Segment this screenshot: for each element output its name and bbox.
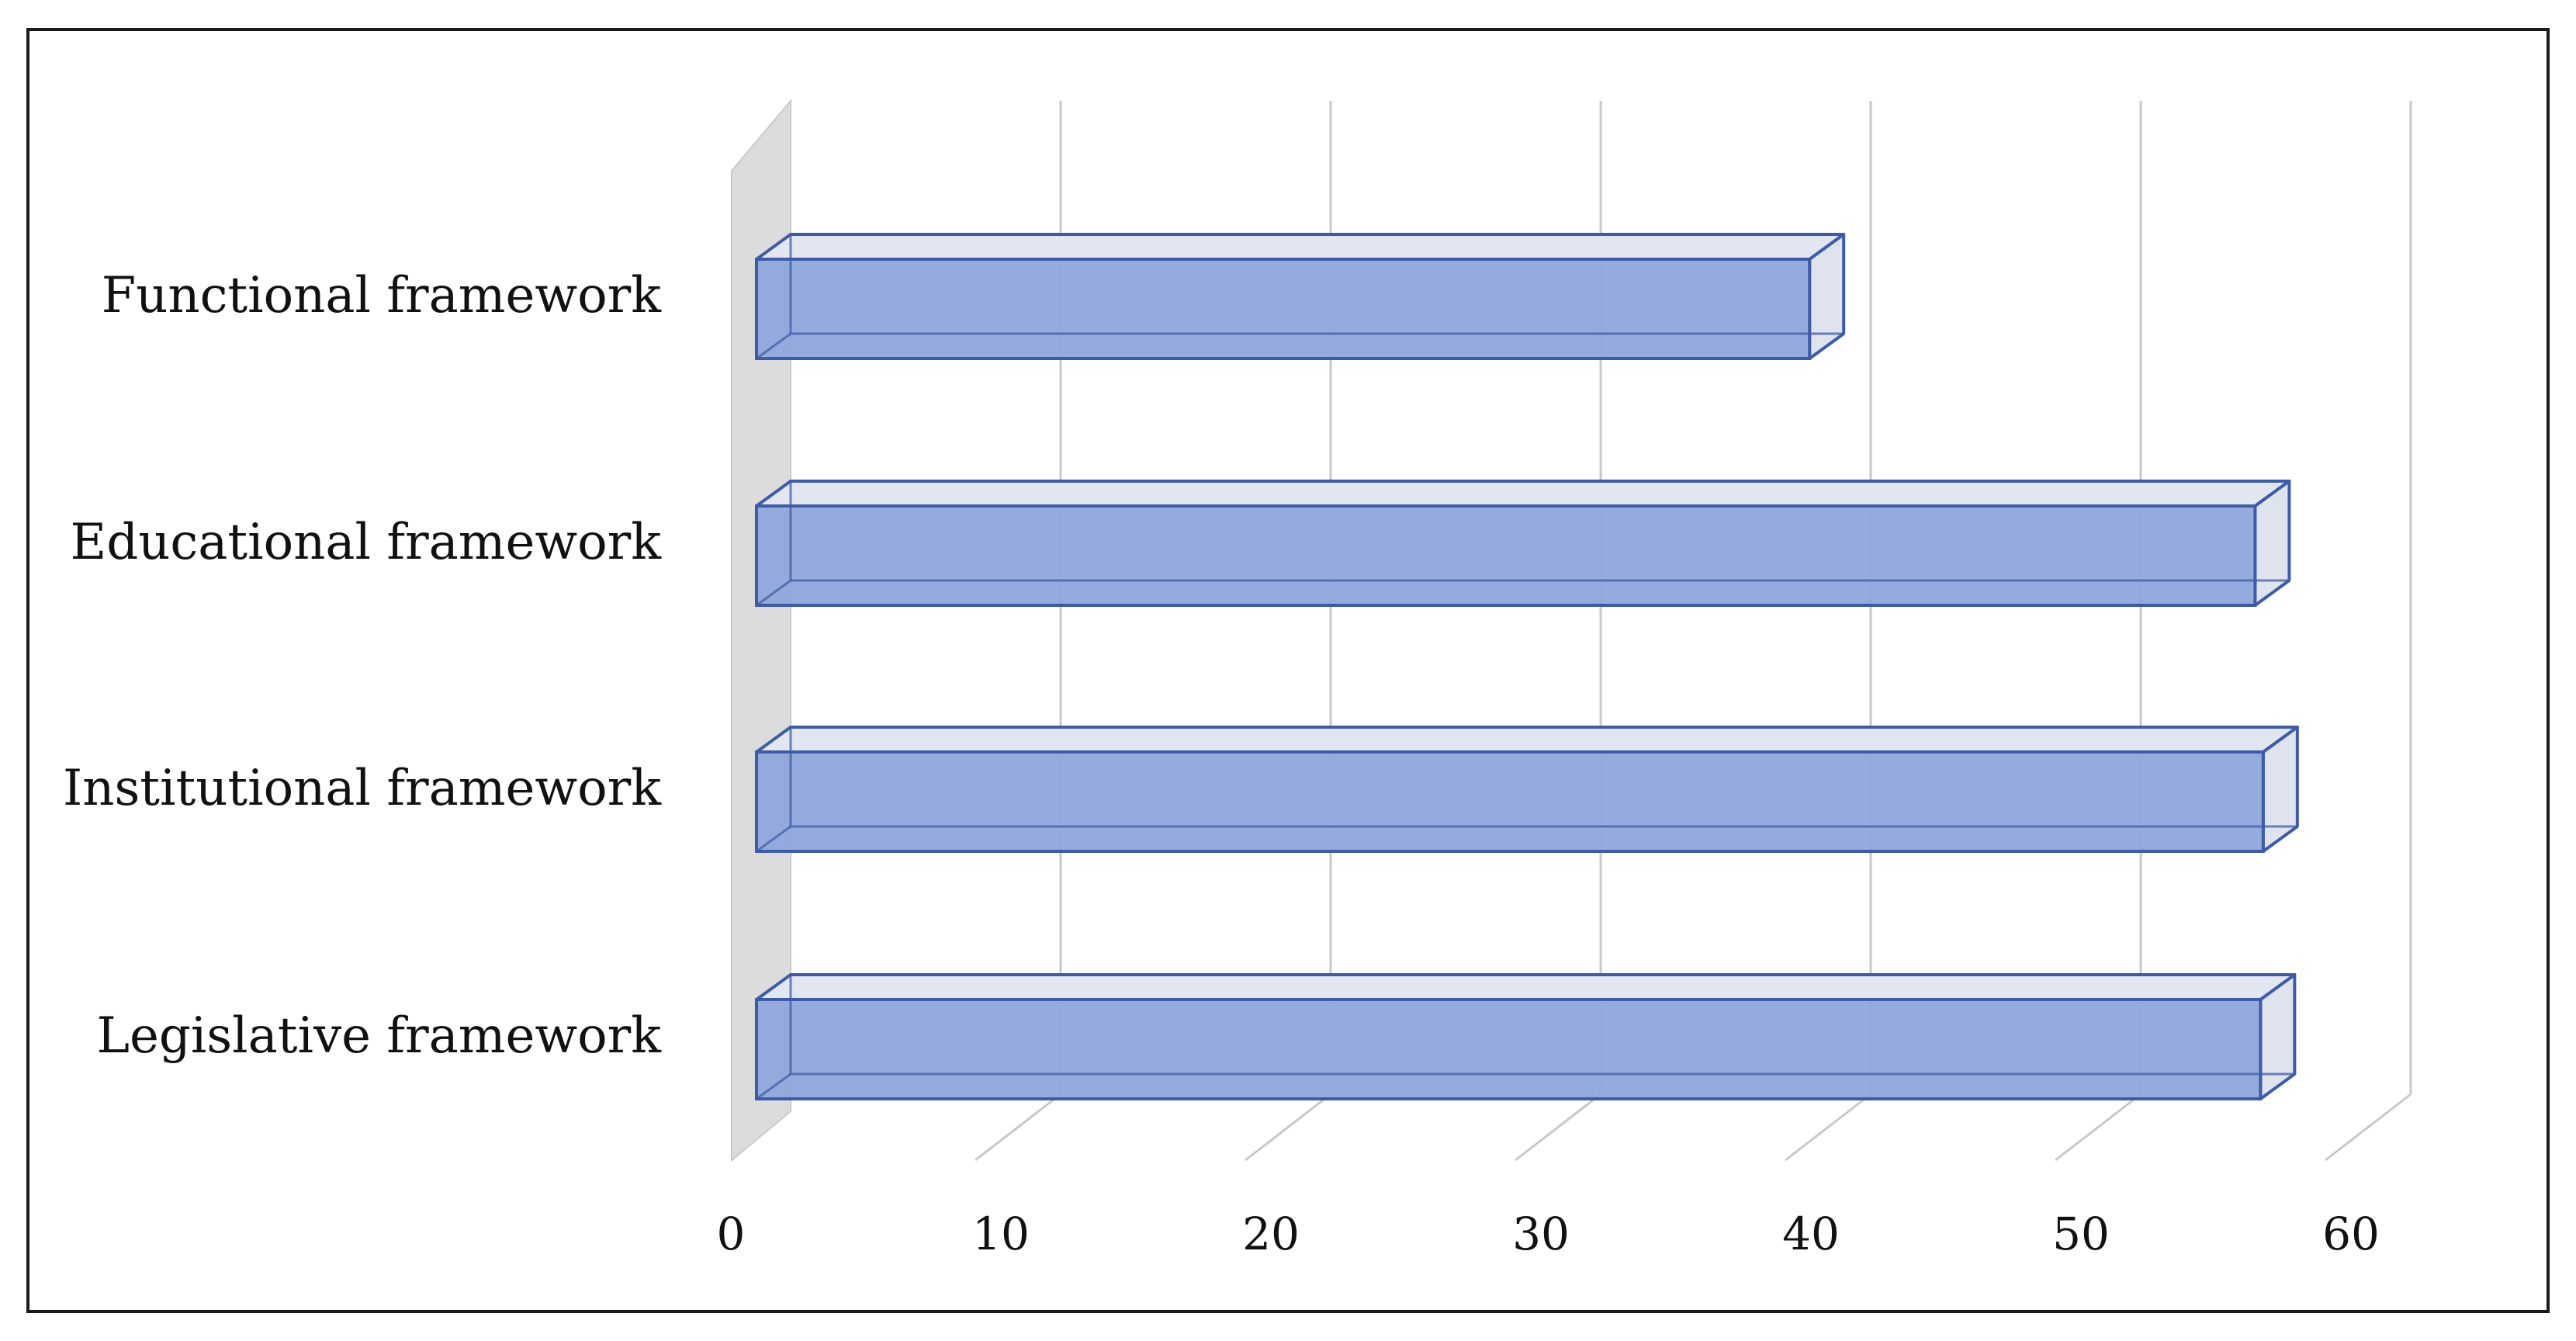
category-label: Legislative framework [96, 1007, 662, 1065]
gridline-floor [1245, 1093, 1331, 1162]
gridline-floor [1515, 1093, 1601, 1162]
x-tick-label: 0 [717, 1208, 746, 1260]
bar-depth-edge [756, 579, 791, 607]
bar-front-face [755, 504, 2257, 607]
x-tick-label: 20 [1242, 1208, 1300, 1260]
bar-depth-edge [756, 332, 791, 360]
back-wall-panel [731, 99, 791, 1163]
bar-top-face [755, 233, 1846, 261]
category-labels: Functional framework Educational framewor… [63, 267, 662, 1065]
back-wall [731, 99, 791, 1163]
x-tick-label: 10 [972, 1208, 1030, 1260]
gridline-floor [975, 1093, 1061, 1162]
bar-front-face [755, 998, 2263, 1100]
bar-top-face [755, 973, 2297, 1001]
bar-legislative-framework [755, 973, 2297, 1100]
bar-depth-edge [756, 1072, 791, 1100]
x-tick-label: 40 [1782, 1208, 1840, 1260]
gridline-floor [2055, 1093, 2141, 1162]
bar-educational-framework [755, 480, 2291, 607]
x-tick-label: 60 [2322, 1208, 2380, 1260]
bar-front-face [755, 258, 1812, 360]
bar-depth-edge [756, 825, 791, 853]
category-label: Institutional framework [63, 760, 662, 817]
bar-front-face [755, 750, 2265, 853]
bar-functional-framework [755, 233, 1846, 360]
x-tick-label: 30 [1512, 1208, 1570, 1260]
x-axis-tick-labels: 0 10 20 30 40 50 60 [717, 1208, 2380, 1260]
gridline-floor [1785, 1093, 1871, 1162]
gridline-floor [2325, 1093, 2412, 1162]
bar-institutional-framework [755, 726, 2299, 853]
x-tick-label: 50 [2052, 1208, 2110, 1260]
bar-top-face [755, 480, 2291, 508]
category-label: Functional framework [102, 267, 663, 324]
bars [755, 233, 2299, 1100]
category-label: Educational framework [71, 514, 663, 571]
chart-border [26, 28, 2550, 1313]
bar-top-face [755, 726, 2299, 754]
